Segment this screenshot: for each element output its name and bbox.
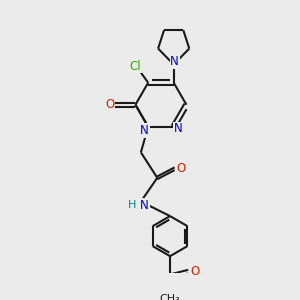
Text: CH₃: CH₃ (160, 294, 180, 300)
Text: O: O (190, 265, 199, 278)
Text: Cl: Cl (130, 60, 141, 73)
Text: N: N (140, 199, 149, 212)
Text: N: N (174, 122, 183, 135)
Text: N: N (170, 55, 179, 68)
Text: O: O (105, 98, 115, 111)
Text: N: N (140, 124, 149, 137)
Text: H: H (128, 200, 136, 210)
Text: O: O (176, 162, 186, 175)
